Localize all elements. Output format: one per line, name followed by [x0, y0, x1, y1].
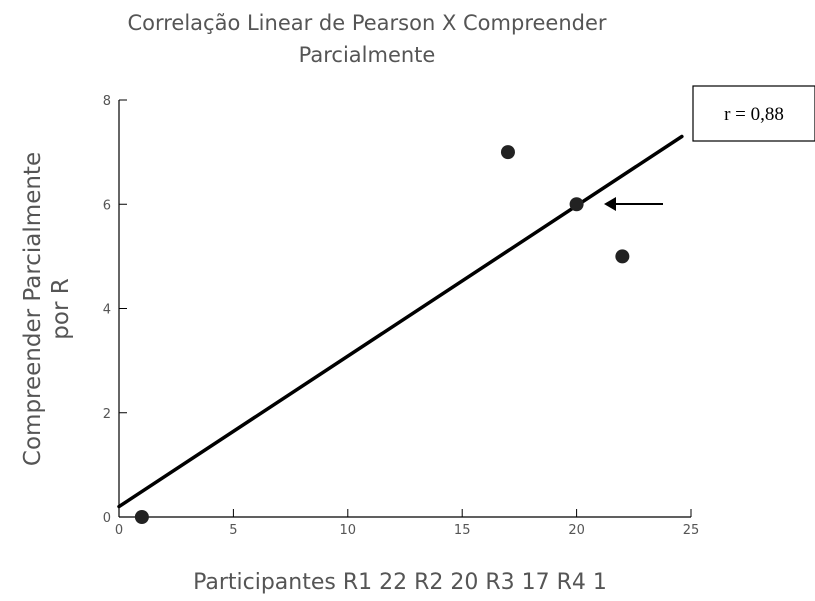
correlation-box [692, 85, 815, 142]
y-axis-label-line-1: Compreender Parcialmente [20, 152, 46, 466]
axis-ticks: 0 5 10 15 20 25 0 2 4 6 8 [103, 94, 700, 538]
chart-title-line-2: Parcialmente [299, 43, 436, 67]
x-tick-label: 20 [568, 523, 585, 538]
y-tick-label: 0 [103, 511, 111, 526]
y-axis-label-line-2: por R [48, 278, 74, 339]
x-axis-label: Participantes R1 22 R2 20 R3 17 R4 1 [193, 570, 607, 595]
correlation-value: r = 0,88 [724, 104, 784, 125]
x-tick-label: 15 [454, 523, 471, 538]
x-tick-label: 5 [229, 523, 237, 538]
y-axis-label: Compreender Parcialmente por R [20, 152, 74, 466]
y-tick-label: 6 [103, 198, 111, 213]
annotation-arrow-head [604, 197, 616, 211]
trend-line-group [117, 134, 684, 509]
data-points [134, 145, 630, 524]
y-tick-label: 8 [103, 94, 111, 109]
data-point [134, 510, 149, 524]
y-tick-label: 4 [103, 303, 111, 318]
data-point [500, 145, 515, 160]
data-point [615, 249, 630, 264]
y-tick-label: 2 [103, 407, 111, 422]
data-point [569, 197, 584, 212]
correlation-annotation: r = 0,88 [604, 85, 815, 211]
chart-title-line-1: Correlação Linear de Pearson X Compreend… [127, 11, 606, 35]
x-tick-label: 10 [340, 523, 357, 538]
trend-line [117, 134, 684, 509]
x-tick-label: 25 [683, 523, 700, 538]
x-tick-label: 0 [115, 523, 123, 538]
